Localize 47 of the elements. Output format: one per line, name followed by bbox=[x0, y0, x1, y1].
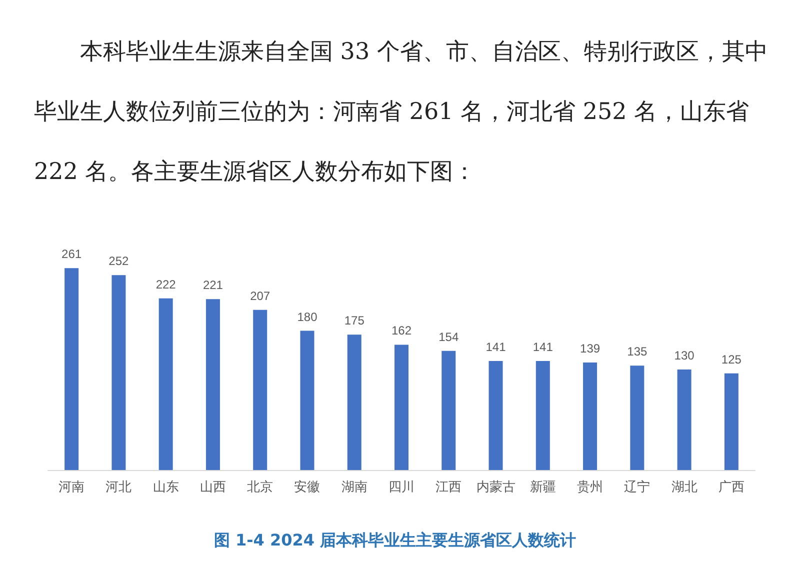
x-tick-label: 贵州 bbox=[577, 479, 604, 494]
bar bbox=[158, 298, 173, 470]
x-tick-label: 山西 bbox=[200, 479, 226, 494]
data-label: 135 bbox=[627, 344, 648, 359]
x-tick-label: 广西 bbox=[718, 479, 744, 494]
data-label: 180 bbox=[297, 310, 318, 324]
data-label: 154 bbox=[438, 330, 459, 344]
data-label: 141 bbox=[532, 340, 554, 354]
data-label: 207 bbox=[250, 288, 270, 303]
data-label: 130 bbox=[674, 348, 695, 362]
text: 本科毕业生生源来自全国 33 个省、市、自治区、特别行政区，其中毕业生人数位列前三位的为：河南省 261 名，河北省 252 名，山东省 222 名。各主要生源省区人数分布如下图： bbox=[34, 39, 768, 185]
x-tick-label: 新疆 bbox=[530, 479, 556, 494]
data-label: 175 bbox=[344, 314, 365, 328]
bar bbox=[630, 366, 644, 470]
bar bbox=[724, 373, 738, 470]
bar bbox=[394, 344, 408, 470]
data-label: 221 bbox=[202, 278, 224, 292]
bar bbox=[442, 350, 456, 470]
bar bbox=[112, 275, 126, 470]
data-label: 125 bbox=[721, 352, 742, 366]
bar bbox=[347, 334, 362, 470]
x-tick-label: 湖北 bbox=[671, 479, 698, 494]
x-tick-label: 安徽 bbox=[294, 479, 320, 494]
x-tick-label: 河北 bbox=[106, 479, 132, 494]
data-label: 162 bbox=[391, 324, 412, 338]
x-tick-label: 山东 bbox=[152, 479, 179, 494]
x-tick-label: 四川 bbox=[388, 479, 414, 494]
bar bbox=[206, 299, 220, 470]
x-tick-label: 北京 bbox=[247, 479, 274, 494]
bar bbox=[536, 360, 550, 470]
data-label: 261 bbox=[62, 247, 82, 262]
data-label: 141 bbox=[486, 340, 506, 354]
x-tick-label: 河南 bbox=[58, 479, 85, 494]
data-label: 222 bbox=[156, 277, 176, 292]
bar bbox=[300, 330, 314, 470]
bar bbox=[64, 268, 79, 470]
bar bbox=[677, 369, 692, 470]
data-label: 139 bbox=[580, 342, 600, 356]
bar bbox=[253, 310, 268, 470]
x-tick-label: 辽宁 bbox=[624, 479, 650, 494]
x-tick-label: 江西 bbox=[436, 479, 462, 494]
text: 图 1-4 2024 届本科毕业生主要生源省区人数统计 bbox=[214, 530, 576, 550]
bar bbox=[583, 362, 598, 470]
x-tick-label: 湖南 bbox=[341, 479, 368, 494]
x-tick-label: 内蒙古 bbox=[476, 479, 516, 494]
data-label: 252 bbox=[108, 254, 130, 268]
bar bbox=[488, 360, 503, 470]
